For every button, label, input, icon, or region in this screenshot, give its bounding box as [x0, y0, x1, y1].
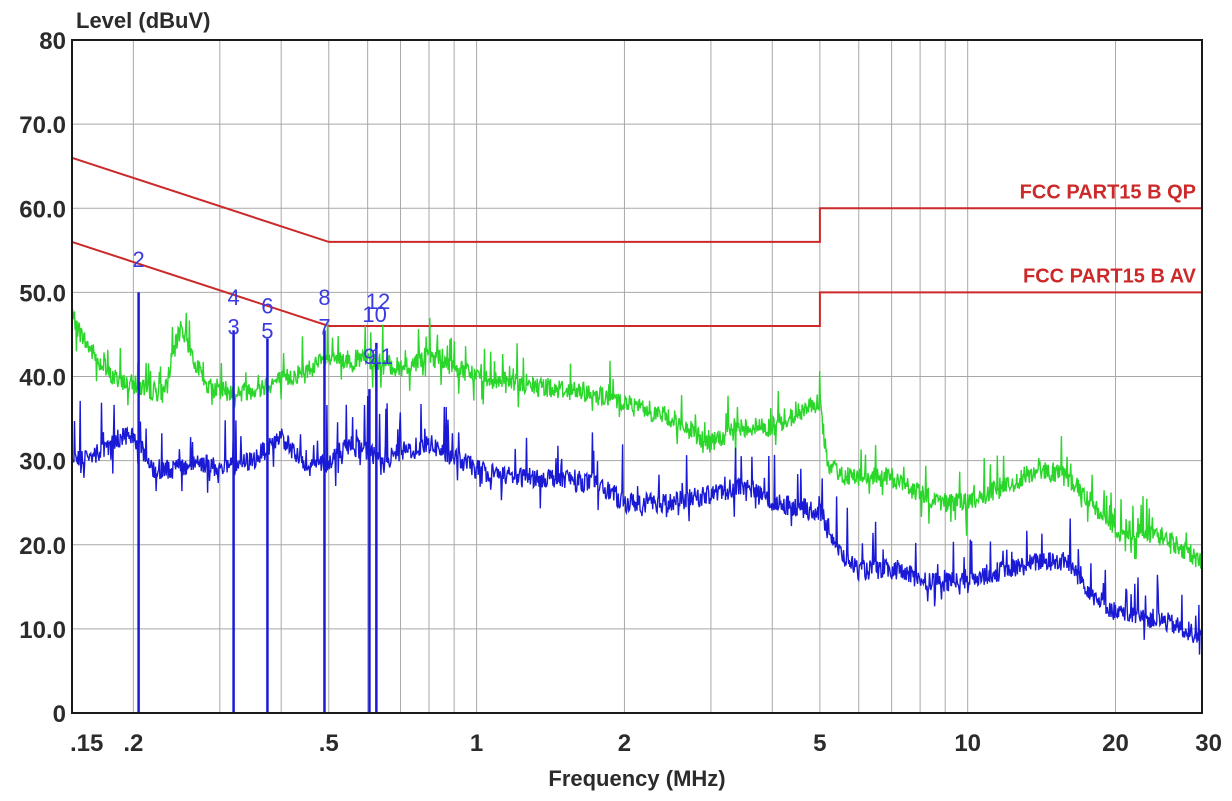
limit-lines — [71, 156, 1202, 327]
series-line — [71, 395, 1203, 655]
x-tick-label: 10 — [954, 730, 981, 757]
peak-marker: 12 — [366, 289, 390, 314]
peak-marker: 4 — [227, 285, 239, 310]
grid-lines — [72, 40, 1202, 713]
plot-frame — [71, 39, 1203, 714]
y-tick-label: 60.0 — [19, 196, 66, 223]
y-tick-labels: 80 70.0 60.0 50.0 40.0 30.0 20.0 10.0 0 — [19, 28, 66, 728]
limit-line-label: FCC PART15 B AV — [1023, 265, 1197, 287]
peak-lines — [137, 292, 378, 713]
y-tick-label: 80 — [39, 28, 66, 55]
data-series — [71, 308, 1203, 655]
y-tick-label: 50.0 — [19, 280, 66, 307]
peak-marker: 10 — [362, 302, 386, 327]
y-tick-label: 70.0 — [19, 112, 66, 139]
limit-line — [71, 240, 1202, 327]
x-tick-labels: .15 .2 .5 1 2 5 10 20 30 — [70, 730, 1222, 757]
x-tick-label: 20 — [1102, 730, 1129, 757]
x-tick-label: .15 — [70, 730, 103, 757]
x-tick-label: 30 — [1195, 730, 1222, 757]
peak-marker: 5 — [261, 319, 273, 344]
series-line — [71, 308, 1203, 569]
peak-marker: 3 — [227, 314, 239, 339]
y-tick-label: 20.0 — [19, 533, 66, 560]
limit-line-label: FCC PART15 B QP — [1020, 181, 1196, 203]
x-tick-label: 2 — [618, 730, 631, 757]
x-tick-label: .5 — [319, 730, 339, 757]
peak-marker: 9 — [363, 344, 375, 369]
x-tick-label: .2 — [123, 730, 143, 757]
peak-marker: 11 — [370, 344, 393, 369]
peak-marker: 7 — [318, 314, 330, 339]
y-axis-label: Level (dBuV) — [76, 8, 210, 33]
limit-line — [71, 156, 1202, 243]
limit-line-labels: FCC PART15 B QP FCC PART15 B AV — [1020, 181, 1197, 287]
x-axis-label: Frequency (MHz) — [548, 766, 725, 791]
peak-marker: 6 — [261, 293, 273, 318]
y-tick-label: 40.0 — [19, 365, 66, 392]
peak-marker: 2 — [132, 247, 144, 272]
x-tick-label: 5 — [813, 730, 826, 757]
y-tick-label: 10.0 — [19, 617, 66, 644]
peak-marker: 8 — [318, 285, 330, 310]
y-tick-label: 30.0 — [19, 449, 66, 476]
y-tick-label: 0 — [53, 701, 66, 728]
x-tick-label: 1 — [470, 730, 483, 757]
